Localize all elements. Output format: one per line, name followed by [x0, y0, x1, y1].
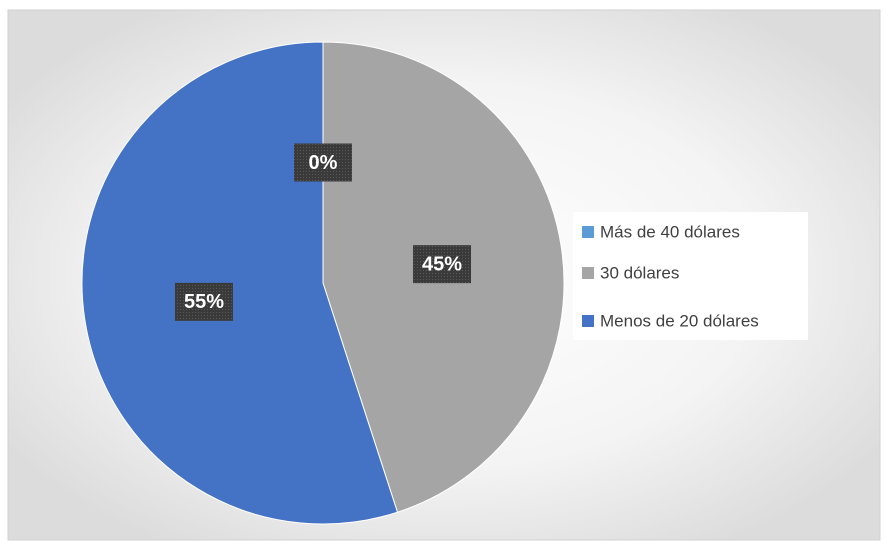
legend-swatch: [582, 315, 594, 327]
data-label: 0%: [309, 152, 338, 174]
data-label-box: [294, 143, 352, 182]
legend-label: 30 dólares: [600, 263, 679, 282]
data-label-box: [413, 245, 472, 284]
legend-label: Más de 40 dólares: [600, 222, 740, 241]
legend-box: [573, 212, 808, 340]
legend-swatch: [582, 267, 594, 279]
legend-label: Menos de 20 dólares: [600, 311, 759, 330]
data-label: 45%: [422, 253, 462, 275]
legend-swatch: [582, 226, 594, 238]
data-label-box: [174, 282, 233, 321]
data-label: 55%: [184, 291, 224, 313]
